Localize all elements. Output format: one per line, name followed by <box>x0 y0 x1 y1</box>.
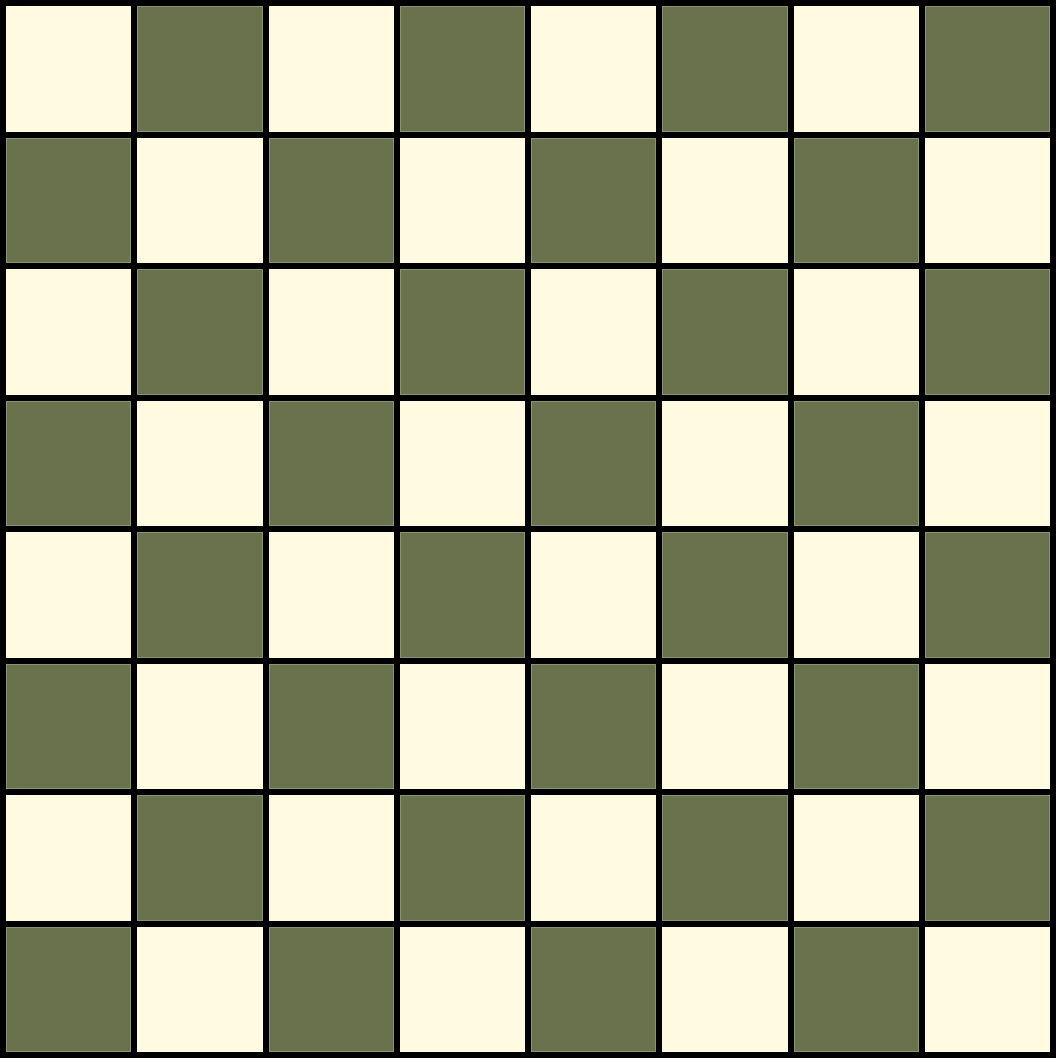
board-square-r6-c2[interactable] <box>137 663 263 789</box>
board-square-r5-c5[interactable] <box>531 532 657 658</box>
board-square-r2-c3[interactable] <box>268 137 394 263</box>
board-square-r4-c2[interactable] <box>137 400 263 526</box>
board-square-r1-c2[interactable] <box>137 6 263 132</box>
board-square-r1-c7[interactable] <box>793 6 919 132</box>
board-square-r5-c6[interactable] <box>662 532 788 658</box>
board-square-r7-c4[interactable] <box>399 795 525 921</box>
board-square-r3-c6[interactable] <box>662 269 788 395</box>
board-square-r7-c1[interactable] <box>6 795 132 921</box>
board-square-r4-c7[interactable] <box>793 400 919 526</box>
board-square-r2-c6[interactable] <box>662 137 788 263</box>
board-square-r7-c3[interactable] <box>268 795 394 921</box>
board-square-r5-c1[interactable] <box>6 532 132 658</box>
board-square-r2-c1[interactable] <box>6 137 132 263</box>
board-square-r1-c6[interactable] <box>662 6 788 132</box>
board-square-r5-c7[interactable] <box>793 532 919 658</box>
board-square-r4-c3[interactable] <box>268 400 394 526</box>
board-square-r6-c5[interactable] <box>531 663 657 789</box>
board-square-r4-c1[interactable] <box>6 400 132 526</box>
board-square-r7-c6[interactable] <box>662 795 788 921</box>
board-square-r5-c2[interactable] <box>137 532 263 658</box>
board-square-r4-c8[interactable] <box>924 400 1050 526</box>
board-square-r7-c7[interactable] <box>793 795 919 921</box>
board-square-r6-c1[interactable] <box>6 663 132 789</box>
board-square-r3-c5[interactable] <box>531 269 657 395</box>
board-square-r8-c5[interactable] <box>531 926 657 1052</box>
board-square-r8-c3[interactable] <box>268 926 394 1052</box>
board-square-r4-c5[interactable] <box>531 400 657 526</box>
board-square-r6-c6[interactable] <box>662 663 788 789</box>
board-square-r2-c8[interactable] <box>924 137 1050 263</box>
board-square-r3-c4[interactable] <box>399 269 525 395</box>
board-square-r8-c4[interactable] <box>399 926 525 1052</box>
board-square-r8-c1[interactable] <box>6 926 132 1052</box>
board-square-r1-c8[interactable] <box>924 6 1050 132</box>
board-square-r8-c2[interactable] <box>137 926 263 1052</box>
board-square-r3-c3[interactable] <box>268 269 394 395</box>
board-square-r1-c4[interactable] <box>399 6 525 132</box>
board-square-r6-c7[interactable] <box>793 663 919 789</box>
board-square-r1-c1[interactable] <box>6 6 132 132</box>
board-square-r8-c6[interactable] <box>662 926 788 1052</box>
board-square-r7-c5[interactable] <box>531 795 657 921</box>
board-square-r1-c3[interactable] <box>268 6 394 132</box>
board-square-r2-c7[interactable] <box>793 137 919 263</box>
board-square-r1-c5[interactable] <box>531 6 657 132</box>
board-square-r6-c8[interactable] <box>924 663 1050 789</box>
board-square-r2-c2[interactable] <box>137 137 263 263</box>
board-square-r5-c3[interactable] <box>268 532 394 658</box>
board-square-r8-c7[interactable] <box>793 926 919 1052</box>
board-square-r2-c5[interactable] <box>531 137 657 263</box>
board-square-r4-c6[interactable] <box>662 400 788 526</box>
board-square-r6-c4[interactable] <box>399 663 525 789</box>
board-square-r8-c8[interactable] <box>924 926 1050 1052</box>
board-square-r5-c8[interactable] <box>924 532 1050 658</box>
board-square-r7-c8[interactable] <box>924 795 1050 921</box>
board-square-r3-c2[interactable] <box>137 269 263 395</box>
board-square-r3-c7[interactable] <box>793 269 919 395</box>
board-square-r2-c4[interactable] <box>399 137 525 263</box>
board-square-r7-c2[interactable] <box>137 795 263 921</box>
board-square-r3-c8[interactable] <box>924 269 1050 395</box>
board-square-r5-c4[interactable] <box>399 532 525 658</box>
board-square-r4-c4[interactable] <box>399 400 525 526</box>
board-square-r6-c3[interactable] <box>268 663 394 789</box>
board-square-r3-c1[interactable] <box>6 269 132 395</box>
